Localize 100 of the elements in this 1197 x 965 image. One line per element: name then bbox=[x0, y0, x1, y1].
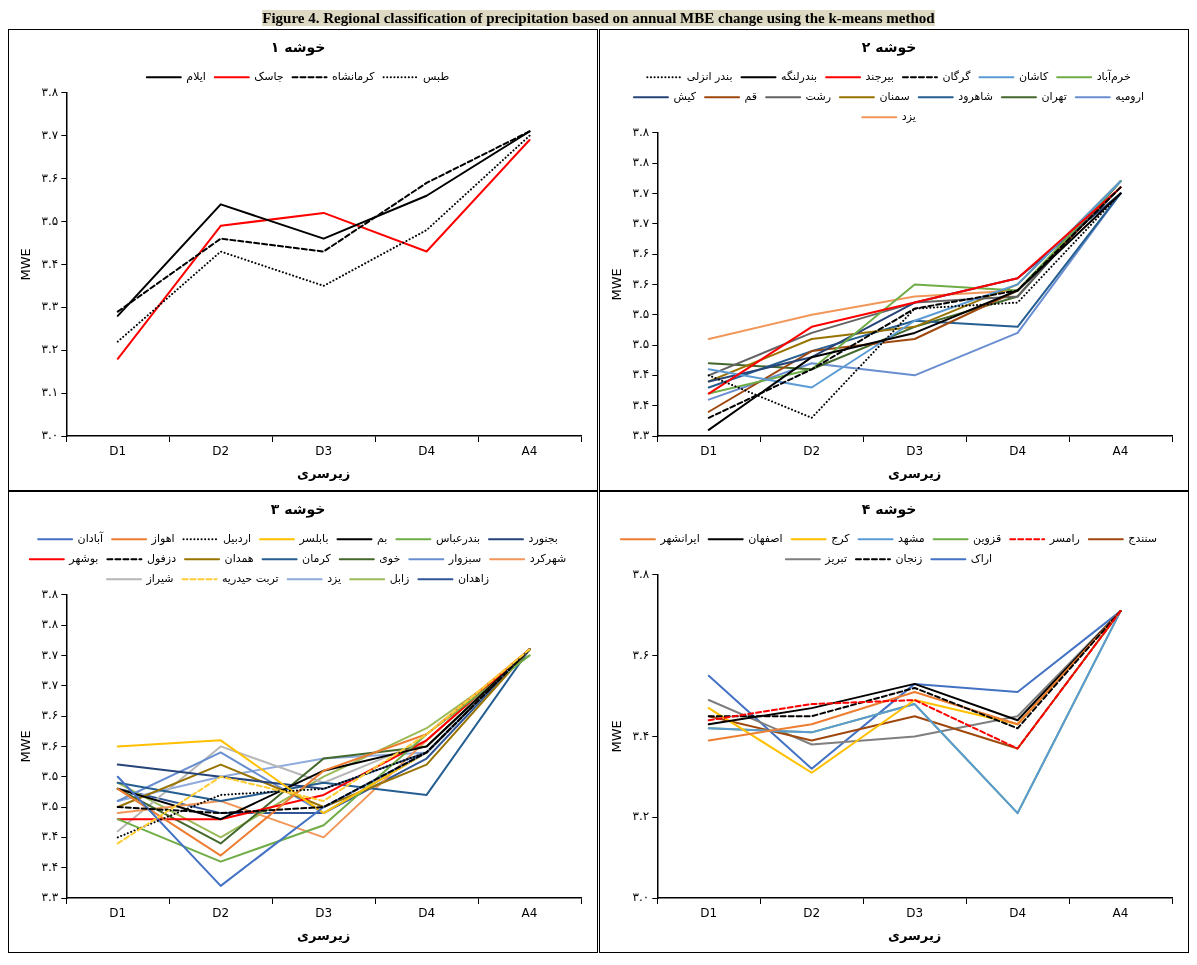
legend-label: کرمان bbox=[302, 552, 332, 566]
x-tick-label: D3 bbox=[906, 906, 924, 921]
y-tick-label: ۳.۸ bbox=[632, 124, 650, 139]
y-tick-label: ۳.۳ bbox=[632, 428, 650, 443]
y-axis-title: MWE bbox=[18, 248, 34, 281]
x-tick-label: D1 bbox=[109, 444, 127, 459]
y-tick-label: ۳.۴ bbox=[632, 367, 650, 382]
y-tick-label: ۳.۸ bbox=[632, 155, 650, 170]
x-tick-label: A4 bbox=[1112, 906, 1129, 921]
legend-label: بابلسر bbox=[298, 532, 329, 546]
legend-label: بندرلنگه bbox=[780, 70, 818, 84]
y-tick-label: ۳.۵ bbox=[41, 768, 59, 783]
legend-label: بوشهر bbox=[68, 552, 99, 566]
x-tick-label: D3 bbox=[315, 444, 333, 459]
x-tick-label: D1 bbox=[700, 906, 718, 921]
chart-title: خوشه ۳ bbox=[270, 501, 326, 519]
legend-label: مشهد bbox=[898, 532, 925, 546]
y-tick-label: ۳.۸ bbox=[41, 84, 59, 99]
legend-label: اردبیل bbox=[223, 532, 252, 546]
legend-label: طبس bbox=[423, 70, 450, 84]
x-tick-label: D4 bbox=[1009, 906, 1027, 921]
y-tick-label: ۳.۱ bbox=[41, 385, 59, 400]
chart-title: خوشه ۲ bbox=[861, 39, 917, 57]
y-tick-label: ۳.۲ bbox=[632, 809, 650, 824]
legend-label: تهران bbox=[1041, 90, 1067, 104]
legend-label: کرمانشاه bbox=[332, 70, 376, 84]
legend-label: رامسر bbox=[1048, 532, 1080, 546]
x-tick-label: A4 bbox=[521, 906, 538, 921]
y-tick-label: ۳.۶ bbox=[41, 738, 59, 753]
y-tick-label: ۳.۵ bbox=[41, 213, 59, 228]
x-tick-label: D3 bbox=[315, 906, 333, 921]
y-tick-label: ۳.۰ bbox=[632, 890, 650, 905]
x-axis-title: زیرسری bbox=[888, 927, 942, 943]
x-axis-title: زیرسری bbox=[888, 465, 942, 481]
x-axis-title: زیرسری bbox=[297, 465, 351, 481]
legend-label: قزوین bbox=[973, 532, 1002, 546]
legend-label: جاسک bbox=[254, 70, 284, 84]
legend-label: کرج bbox=[831, 532, 851, 546]
y-tick-label: ۳.۵ bbox=[41, 799, 59, 814]
x-tick-label: D4 bbox=[418, 444, 436, 459]
x-tick-label: A4 bbox=[521, 444, 538, 459]
legend-label: شهرکرد bbox=[529, 552, 567, 566]
y-tick-label: ۳.۳ bbox=[41, 299, 59, 314]
legend-label: زابل bbox=[389, 572, 410, 586]
legend-label: زنجان bbox=[895, 552, 923, 566]
x-tick-label: D3 bbox=[906, 444, 924, 459]
legend-label: سمنان bbox=[879, 90, 910, 104]
legend-label: سبزوار bbox=[447, 552, 482, 566]
legend-label: زاهدان bbox=[457, 572, 489, 586]
x-tick-label: D2 bbox=[212, 444, 230, 459]
x-tick-label: D2 bbox=[803, 906, 821, 921]
y-axis-title: MWE bbox=[609, 720, 625, 753]
legend-label: کاشان bbox=[1018, 70, 1049, 84]
y-tick-label: ۳.۶ bbox=[41, 708, 59, 723]
legend-label: خرم‌آباد bbox=[1096, 69, 1131, 84]
x-tick-label: D4 bbox=[1009, 444, 1027, 459]
legend-label: کیش bbox=[673, 90, 697, 104]
legend-label: بم bbox=[377, 532, 388, 546]
legend-label: بندرعباس bbox=[435, 532, 481, 546]
x-tick-label: D2 bbox=[803, 444, 821, 459]
y-tick-label: ۳.۶ bbox=[41, 170, 59, 185]
legend-label: اهواز bbox=[150, 532, 175, 546]
legend-label: ایلام bbox=[186, 70, 206, 84]
legend-label: سنندج bbox=[1128, 532, 1158, 546]
y-tick-label: ۳.۶ bbox=[632, 246, 650, 261]
legend-label: شاهرود bbox=[958, 90, 993, 104]
y-tick-label: ۳.۵ bbox=[632, 337, 650, 352]
x-tick-label: D4 bbox=[418, 906, 436, 921]
y-tick-label: ۳.۴ bbox=[41, 256, 59, 271]
y-tick-label: ۳.۷ bbox=[41, 127, 59, 142]
y-axis-title: MWE bbox=[18, 730, 34, 763]
legend-label: اصفهان bbox=[748, 532, 783, 546]
x-tick-label: D1 bbox=[109, 906, 127, 921]
y-tick-label: ۳.۰ bbox=[41, 428, 59, 443]
y-tick-label: ۳.۸ bbox=[41, 586, 59, 601]
legend-label: همدان bbox=[224, 552, 254, 566]
y-tick-label: ۳.۲ bbox=[41, 342, 59, 357]
legend-label: یزد bbox=[901, 110, 916, 124]
y-tick-label: ۳.۴ bbox=[632, 397, 650, 412]
y-tick-label: ۳.۵ bbox=[632, 306, 650, 321]
legend-label: ارومیه bbox=[1115, 90, 1145, 104]
x-tick-label: A4 bbox=[1112, 444, 1129, 459]
legend-label: شیراز bbox=[145, 572, 174, 586]
legend-label: خوی bbox=[379, 552, 401, 566]
legend-label: ایرانشهر bbox=[659, 532, 700, 546]
y-axis-title: MWE bbox=[609, 268, 625, 301]
legend-label: اراک bbox=[970, 552, 993, 566]
y-tick-label: ۳.۸ bbox=[632, 566, 650, 581]
y-tick-label: ۳.۷ bbox=[41, 647, 59, 662]
y-tick-label: ۳.۸ bbox=[41, 617, 59, 632]
legend-label: گرگان bbox=[942, 70, 972, 84]
y-tick-label: ۳.۷ bbox=[632, 215, 650, 230]
x-tick-label: D1 bbox=[700, 444, 718, 459]
x-tick-label: D2 bbox=[212, 906, 230, 921]
y-tick-label: ۳.۴ bbox=[41, 859, 59, 874]
y-tick-label: ۳.۷ bbox=[41, 677, 59, 692]
y-tick-label: ۳.۳ bbox=[41, 890, 59, 905]
y-tick-label: ۳.۶ bbox=[632, 647, 650, 662]
legend-label: بیرجند bbox=[865, 70, 894, 84]
y-tick-label: ۳.۴ bbox=[632, 728, 650, 743]
